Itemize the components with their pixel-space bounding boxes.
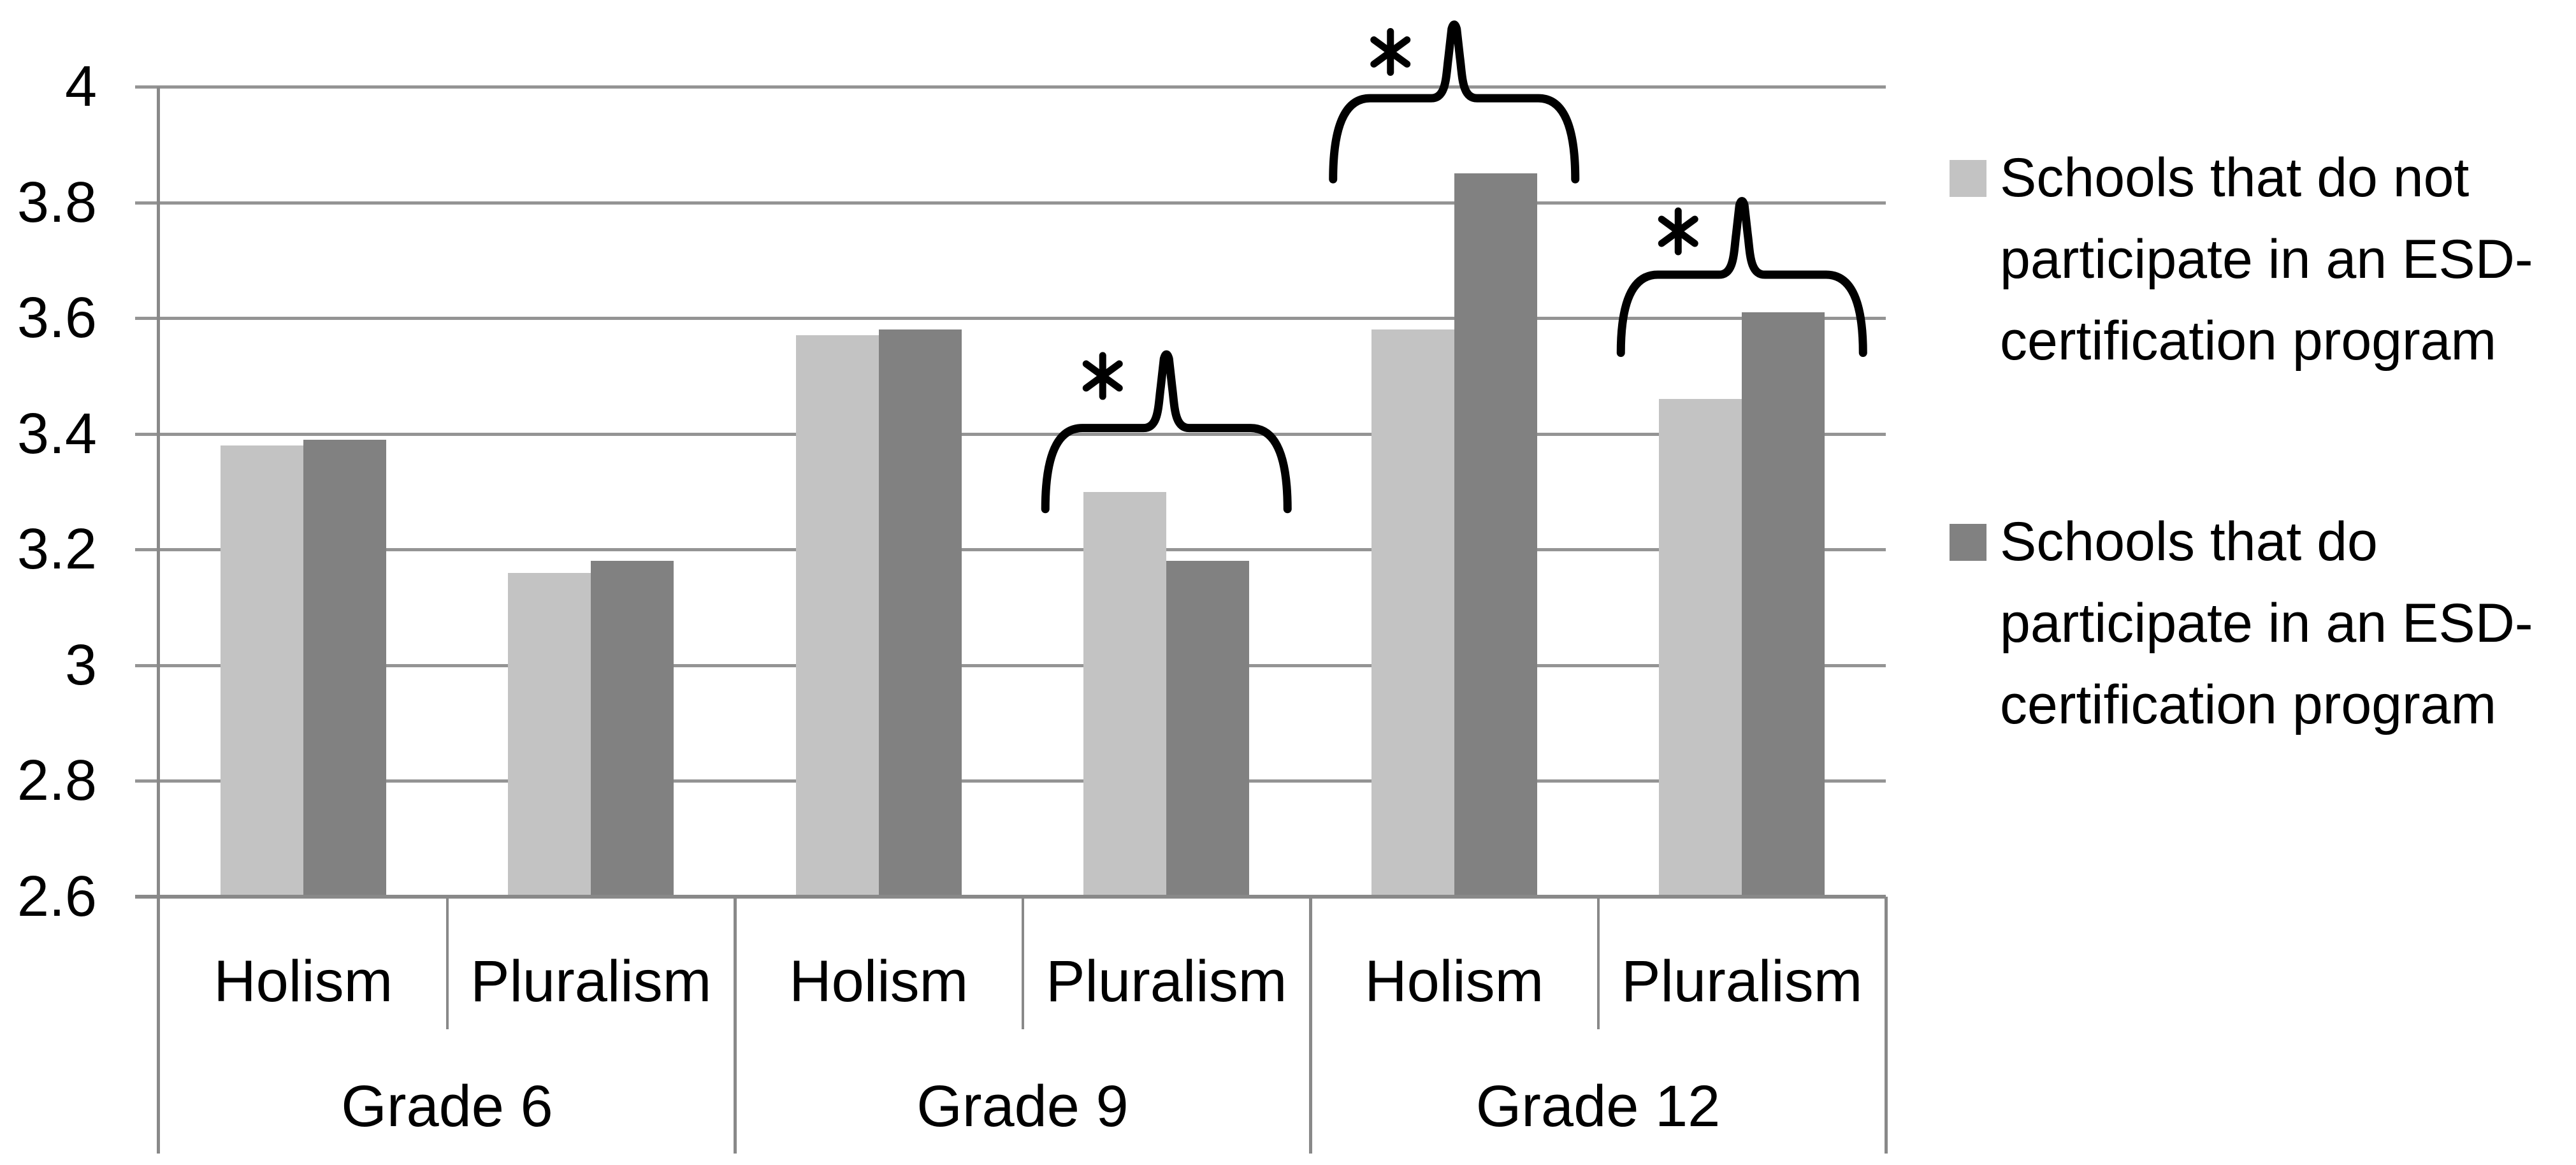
significance-brace <box>1329 20 1580 184</box>
x-axis-group-label: Grade 9 <box>916 1074 1129 1139</box>
significance-asterisk <box>1658 207 1698 256</box>
x-axis-baseline <box>135 895 1886 899</box>
legend-swatch-esd <box>1950 524 1986 561</box>
legend-label-line: participate in an ESD- <box>2000 229 2533 290</box>
gridline <box>135 85 1886 89</box>
bar-grade12-holism-series1 <box>1454 173 1537 897</box>
legend-swatch-no-esd <box>1950 160 1986 197</box>
x-axis-category-label: Pluralism <box>1046 949 1287 1014</box>
x-axis-category-label: Pluralism <box>470 949 712 1014</box>
gridline <box>135 779 1886 783</box>
gridline <box>135 432 1886 436</box>
axis-table-category-divider <box>445 897 449 1029</box>
x-axis-group-label: Grade 6 <box>341 1074 553 1139</box>
axis-table-group-divider <box>1309 897 1312 1154</box>
y-axis-tick-label: 3.4 <box>17 402 97 466</box>
gridline <box>135 201 1886 205</box>
bar-grade12-pluralism-series0 <box>1659 399 1742 897</box>
x-axis-category-label: Holism <box>1364 949 1544 1014</box>
y-axis-tick-label: 2.8 <box>17 749 97 813</box>
legend-item-no-esd: Schools that do not participate in an ES… <box>1950 137 2533 382</box>
axis-table-category-divider <box>1021 897 1024 1029</box>
y-axis-tick-label: 3.2 <box>17 517 97 582</box>
x-axis-category-label: Holism <box>789 949 969 1014</box>
bar-grade12-holism-series0 <box>1371 329 1454 897</box>
significance-asterisk <box>1370 28 1411 76</box>
y-axis-tick-label: 3.8 <box>17 170 97 235</box>
legend-label-line: certification program <box>2000 310 2497 372</box>
legend-label-no-esd: Schools that do not participate in an ES… <box>2000 137 2533 382</box>
significance-brace <box>1041 350 1292 514</box>
legend-label-line: participate in an ESD- <box>2000 593 2533 654</box>
bar-grade6-holism-series1 <box>303 439 386 897</box>
bar-grade9-holism-series0 <box>795 335 879 897</box>
bar-grade6-holism-series0 <box>220 445 303 897</box>
significance-asterisk <box>1082 352 1123 400</box>
y-axis-tick-label: 3 <box>64 633 97 697</box>
x-axis-category-label: Holism <box>213 949 393 1014</box>
y-axis-tick-label: 2.6 <box>17 865 97 929</box>
significance-brace <box>1616 196 1867 358</box>
bar-grade6-pluralism-series0 <box>508 572 591 897</box>
bar-grade9-pluralism-series0 <box>1083 491 1167 897</box>
x-axis-category-label: Pluralism <box>1621 949 1863 1014</box>
gridline <box>135 548 1886 552</box>
y-axis-line <box>157 87 160 1154</box>
y-axis-tick-label: 3.6 <box>17 286 97 351</box>
y-axis-tick-label: 4 <box>64 55 97 119</box>
bar-grade6-pluralism-series1 <box>591 561 674 897</box>
legend-label-line: Schools that do not <box>2000 147 2470 208</box>
axis-table-group-divider <box>734 897 737 1154</box>
legend-label-line: Schools that do <box>2000 511 2378 572</box>
axis-table-group-divider <box>1885 897 1888 1154</box>
gridline <box>135 663 1886 667</box>
legend-label-line: certification program <box>2000 674 2497 735</box>
legend-item-esd: Schools that do participate in an ESD- c… <box>1950 501 2533 746</box>
bar-grade9-pluralism-series1 <box>1166 561 1250 897</box>
axis-table-category-divider <box>1596 897 1600 1029</box>
gridline <box>135 317 1886 321</box>
legend-label-esd: Schools that do participate in an ESD- c… <box>2000 501 2533 746</box>
x-axis-group-label: Grade 12 <box>1475 1074 1721 1139</box>
bar-grade12-pluralism-series1 <box>1742 312 1825 897</box>
bar-grade9-holism-series1 <box>878 329 962 897</box>
